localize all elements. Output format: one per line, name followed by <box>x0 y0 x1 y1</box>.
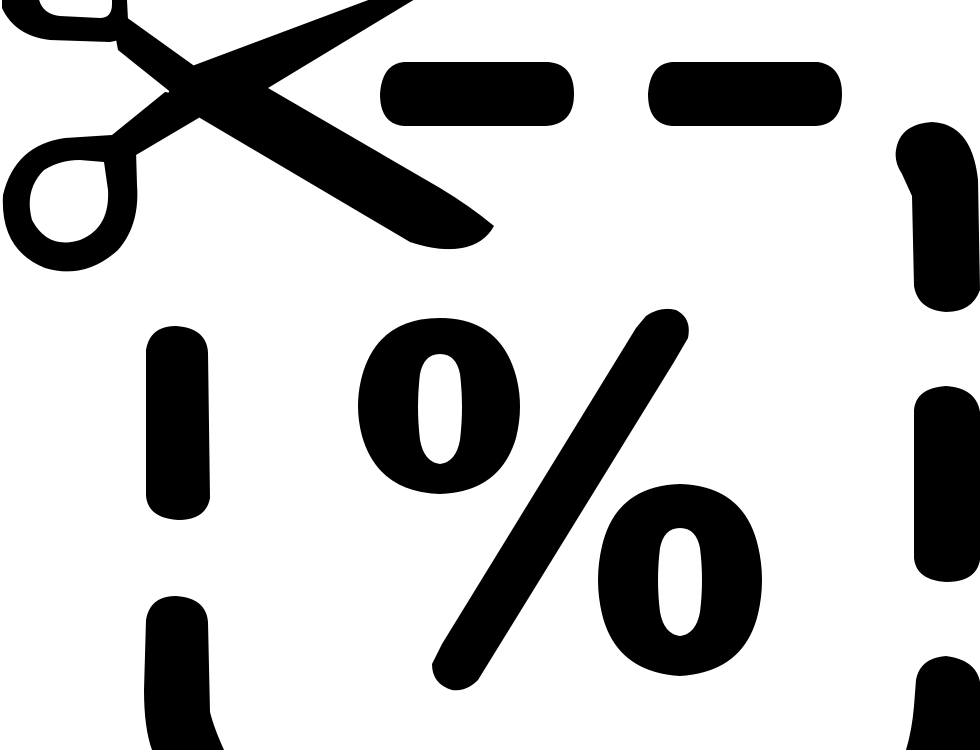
dash-left-1 <box>146 326 210 520</box>
percent-top-circle <box>358 318 520 494</box>
scissors-blade-lower <box>168 70 494 250</box>
percent-slash <box>432 308 689 691</box>
percent-bottom-circle <box>598 484 762 676</box>
scissors-icon <box>2 0 494 272</box>
scissors-arm-lower <box>112 92 202 155</box>
dash-corner-bottom-left <box>144 596 224 750</box>
dash-corner-top-right <box>895 122 980 312</box>
dash-top-1 <box>380 62 574 126</box>
dash-top-2 <box>648 62 842 126</box>
scissors-lower-handle <box>2 134 138 272</box>
scissors-upper-handle <box>2 0 128 42</box>
dash-right-1 <box>914 386 980 582</box>
dash-corner-bottom-right <box>906 656 980 750</box>
coupon-dashed-border <box>144 62 980 750</box>
percent-icon <box>358 308 762 691</box>
